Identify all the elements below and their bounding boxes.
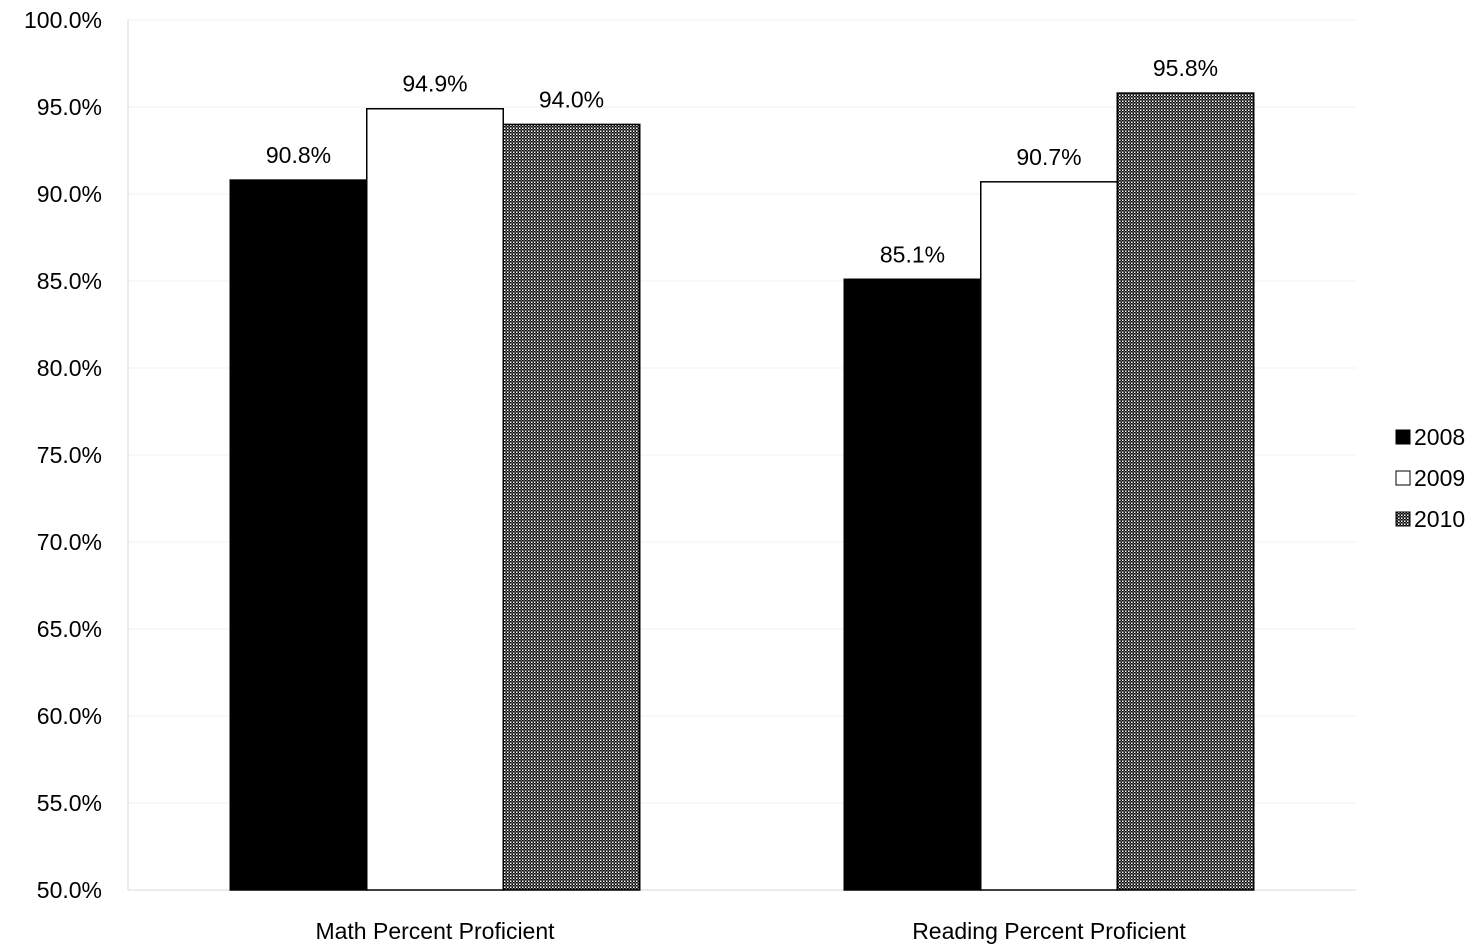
legend-label-2009: 2009 [1414,465,1465,491]
legend-swatch-2008 [1395,429,1411,445]
y-tick-label: 80.0% [37,355,102,381]
bar-2008-0 [229,179,368,891]
x-axis-category-labels: Math Percent Proficient Reading Percent P… [315,918,1186,944]
bar-2009-0 [366,107,504,891]
data-label: 90.8% [266,142,331,168]
y-axis-tick-labels: 50.0% 55.0% 60.0% 65.0% 70.0% 75.0% 80.0% 85.0%… [24,7,102,903]
legend-swatch-2010 [1395,511,1411,527]
data-label: 90.7% [1016,144,1081,170]
legend-label-2008: 2008 [1414,424,1465,450]
y-tick-label: 50.0% [37,877,102,903]
legend-label-2010: 2010 [1414,506,1465,532]
bar-2008-1 [843,278,982,891]
legend: 2008 2009 2010 [1395,424,1465,532]
category-label: Reading Percent Proficient [912,918,1186,944]
y-tick-label: 85.0% [37,268,102,294]
y-tick-label: 70.0% [37,529,102,555]
bar-2010-1 [1116,92,1255,891]
y-tick-label: 100.0% [24,7,102,33]
data-labels: 90.8% 94.9% 94.0% 85.1% 90.7% 95.8% [266,55,1218,267]
bar-2009-1 [980,181,1118,891]
y-tick-label: 60.0% [37,703,102,729]
data-label: 95.8% [1153,55,1218,81]
legend-swatch-2009 [1395,470,1411,486]
y-tick-label: 90.0% [37,181,102,207]
bars [229,92,1255,891]
data-label: 94.9% [402,71,467,97]
data-label: 94.0% [539,86,604,112]
data-label: 85.1% [880,241,945,267]
y-tick-label: 95.0% [37,94,102,120]
y-tick-label: 55.0% [37,790,102,816]
category-label: Math Percent Proficient [315,918,555,944]
y-tick-label: 75.0% [37,442,102,468]
bar-2010-0 [502,123,641,891]
y-tick-label: 65.0% [37,616,102,642]
